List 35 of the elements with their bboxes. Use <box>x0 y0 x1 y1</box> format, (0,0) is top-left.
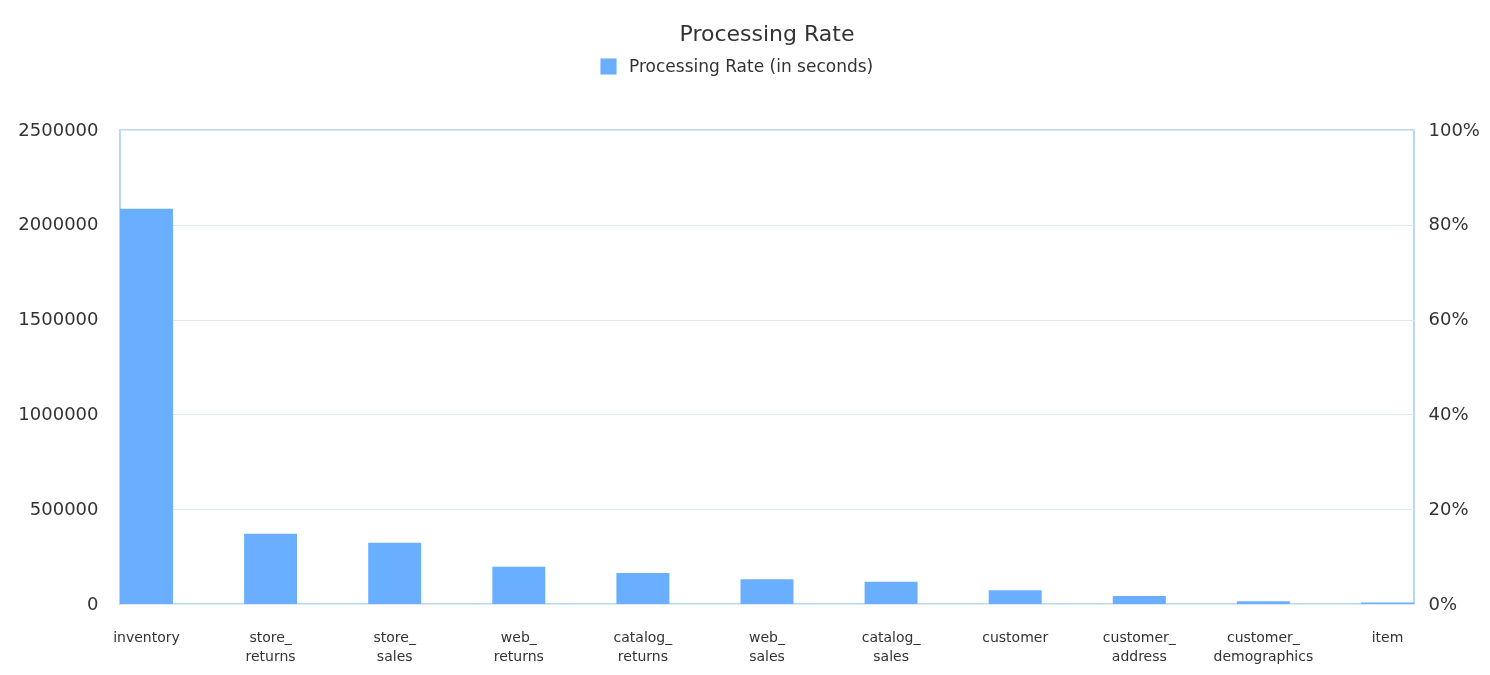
bar <box>120 208 173 604</box>
bar <box>244 533 298 604</box>
y2-tick-label: 80% <box>1428 213 1469 235</box>
y-tick-label: 0 <box>87 592 99 614</box>
y2-tick-label: 100% <box>1428 118 1480 140</box>
x-tick-label: store_sales <box>373 628 417 664</box>
y2-tick-label: 40% <box>1428 402 1469 424</box>
bar <box>988 590 1042 604</box>
x-tick-label: catalog_sales <box>861 628 922 664</box>
bar <box>492 566 546 604</box>
y-tick-label: 2500000 <box>18 118 99 140</box>
y2-tick-label: 0% <box>1428 592 1458 614</box>
bar <box>1112 596 1166 604</box>
legend-label: Processing Rate (in seconds) <box>629 55 874 76</box>
x-tick-label: store_returns <box>245 628 296 664</box>
bar <box>368 542 422 604</box>
x-tick-label: item <box>1371 628 1404 645</box>
y2-tick-label: 20% <box>1428 497 1469 519</box>
x-tick-label: web_returns <box>493 628 544 664</box>
y-tick-label: 1500000 <box>18 308 99 330</box>
y-tick-label: 500000 <box>29 497 99 519</box>
x-tick-label: customer <box>982 628 1049 645</box>
x-tick-label: web_sales <box>749 628 786 664</box>
y2-tick-label: 60% <box>1428 308 1469 330</box>
bar <box>616 573 670 604</box>
x-tick-label: customer_address <box>1102 628 1177 664</box>
chart-title: Processing Rate <box>679 21 855 46</box>
x-tick-label: customer_demographics <box>1213 628 1314 664</box>
x-tick-label: catalog_returns <box>613 628 674 664</box>
x-tick-label: inventory <box>113 628 180 645</box>
bar <box>864 581 918 604</box>
y-tick-label: 1000000 <box>18 402 99 424</box>
bar <box>1236 601 1290 604</box>
y-tick-label: 2000000 <box>18 213 99 235</box>
bar <box>740 579 794 604</box>
